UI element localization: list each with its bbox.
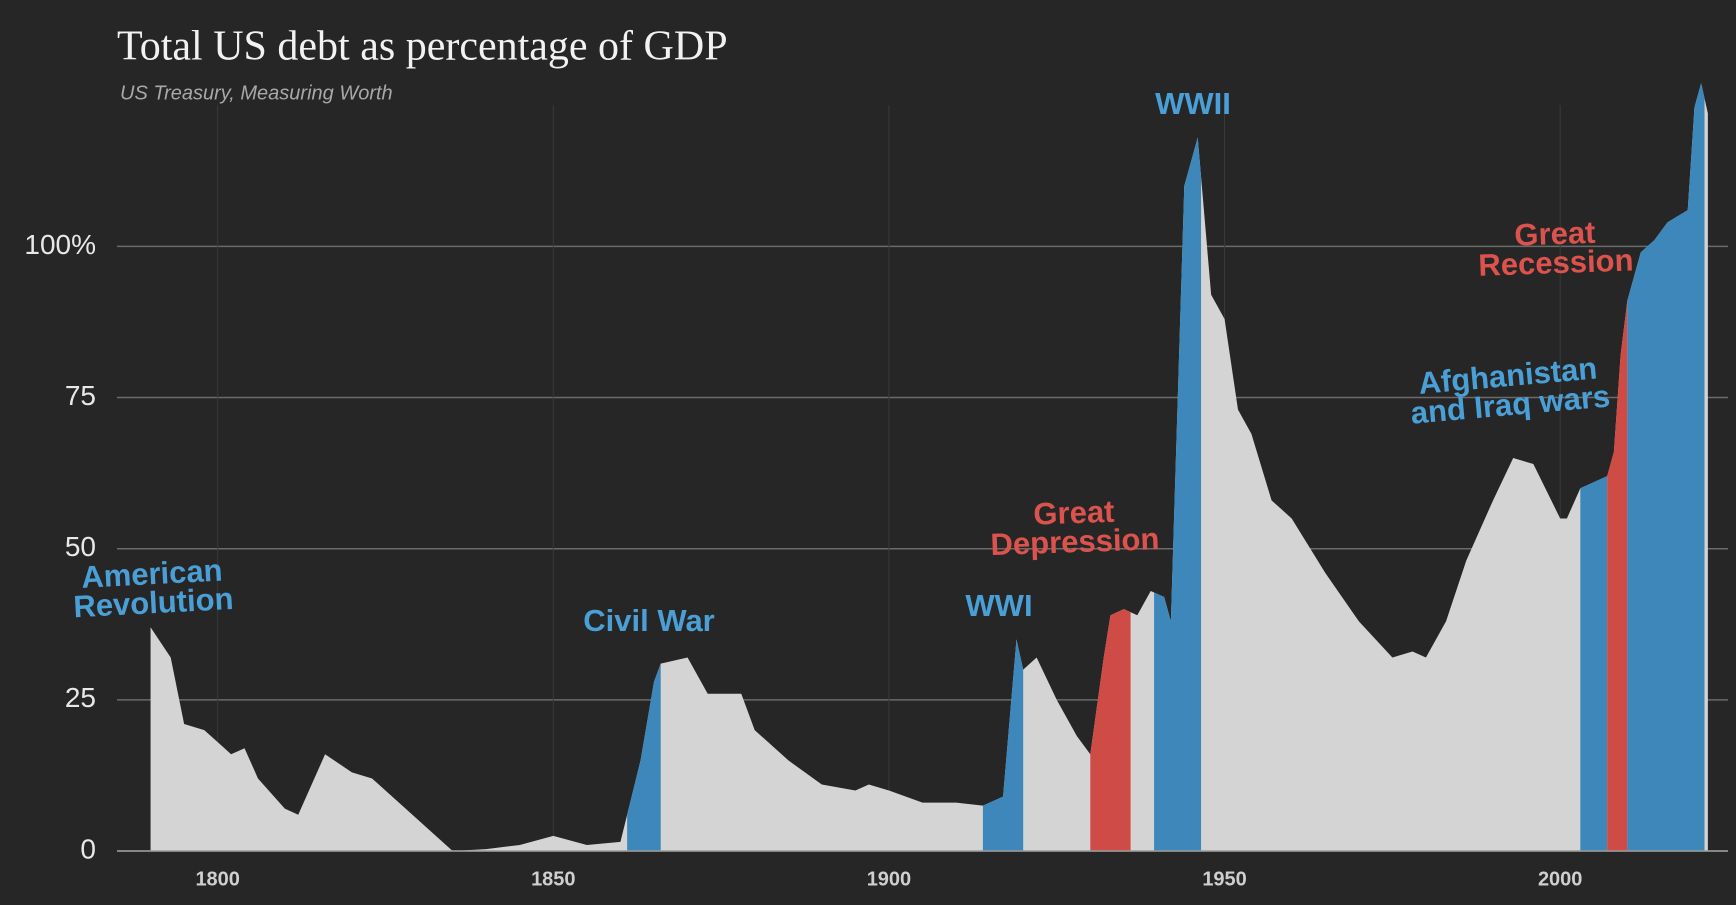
x-tick-label: 1950 bbox=[1202, 868, 1247, 890]
debt-area bbox=[150, 83, 1708, 852]
highlight-area bbox=[1090, 609, 1131, 851]
chart-subtitle: US Treasury, Measuring Worth bbox=[120, 82, 393, 104]
highlight-area bbox=[1154, 137, 1202, 851]
y-tick-label: 0 bbox=[80, 833, 96, 864]
annotation: Great bbox=[1514, 215, 1596, 253]
highlight-area bbox=[1607, 300, 1628, 851]
annotation: WWI bbox=[965, 588, 1032, 623]
highlight-area bbox=[1627, 83, 1705, 851]
highlight-area bbox=[627, 663, 661, 851]
x-tick-label: 2000 bbox=[1538, 868, 1583, 890]
y-tick-label: 100% bbox=[24, 229, 96, 260]
annotation: Depression bbox=[990, 521, 1160, 562]
y-tick-label: 75 bbox=[65, 380, 96, 411]
annotation: Great bbox=[1033, 494, 1115, 532]
x-tick-label: 1800 bbox=[195, 868, 240, 890]
annotation: Recession bbox=[1478, 242, 1634, 282]
annotation: Revolution bbox=[73, 581, 235, 624]
y-tick-label: 25 bbox=[65, 682, 96, 713]
annotation: WWII bbox=[1155, 86, 1231, 121]
x-tick-label: 1900 bbox=[867, 868, 912, 890]
annotation: American bbox=[80, 553, 223, 595]
annotation: Civil War bbox=[583, 603, 715, 638]
x-tick-label: 1850 bbox=[531, 868, 576, 890]
highlight-area bbox=[982, 639, 1024, 851]
highlight-area bbox=[1580, 476, 1608, 851]
y-tick-label: 50 bbox=[65, 531, 96, 562]
chart-title: Total US debt as percentage of GDP bbox=[117, 24, 728, 70]
